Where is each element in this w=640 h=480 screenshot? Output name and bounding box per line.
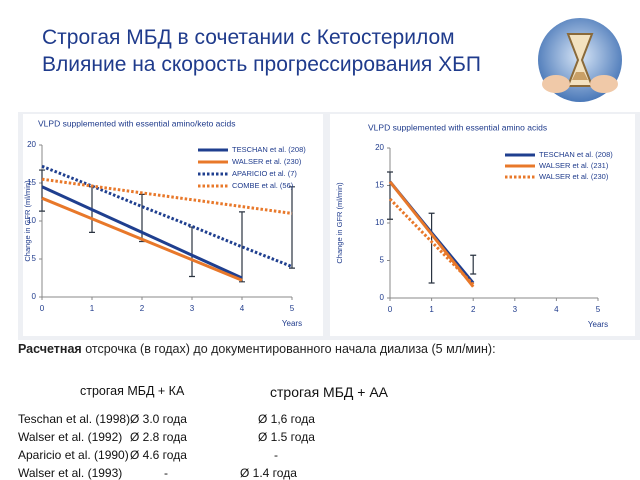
table-cell: Teschan et al. (1998) [18,412,131,426]
x-tick-label: 0 [40,304,45,313]
note-text: отсрочка (в годах) до документированного… [85,342,496,356]
table-cell: - [274,448,278,462]
chart-title: VLPD supplemented with essential amino a… [368,122,547,132]
table-cell: Ø 1.5 года [258,430,315,444]
error-bar [289,186,295,269]
x-tick-label: 3 [513,305,518,314]
table-cell: Ø 2.8 года [130,430,187,444]
series-line [41,177,293,215]
y-tick-label: 5 [380,256,385,265]
error-bar [39,169,45,212]
table-cell: Ø 1,6 года [258,412,315,426]
series-line [388,180,475,288]
error-bar [428,212,435,284]
legend-label: TESCHAN et al. (208) [232,145,306,154]
y-axis-label: Change in GFR (ml/min) [335,182,344,264]
title-line: Влияние на скорость прогрессирования ХБП [42,53,482,76]
x-tick-label: 2 [140,304,145,313]
note-bold: Расчетная [18,342,82,356]
x-tick-label: 3 [190,304,195,313]
y-tick-label: 20 [27,140,36,149]
table-cell: Aparicio et al. (1990) [18,448,129,462]
y-tick-label: 10 [27,216,36,225]
y-tick-label: 20 [375,143,384,152]
legend-label: WALSER et al. (231) [539,161,609,170]
y-tick-label: 15 [375,181,384,190]
x-tick-label: 4 [554,305,559,314]
slide-title: Строгая МБД в сочетании с Кетостерилом В… [42,24,481,78]
x-tick-label: 4 [240,304,245,313]
charts: VLPD supplemented with essential amino/k… [18,112,640,340]
col-header: строгая МБД + КА [80,384,185,398]
x-tick-label: 5 [290,304,295,313]
table-cell: - [164,466,168,480]
series-line [41,196,243,282]
series-line [388,197,475,286]
error-bar [387,171,393,220]
x-tick-label: 1 [429,305,434,314]
y-tick-label: 15 [27,178,36,187]
col-header: строгая МБД + АА [270,384,389,400]
legend-label: TESCHAN et al. (208) [539,150,613,159]
x-axis-label: Years [282,319,302,328]
table-cell: Walser et al. (1992) [18,430,123,444]
y-axis-label: Change in GFR (ml/min) [23,180,32,262]
table-cell: Ø 1.4 года [240,466,297,480]
y-tick-label: 5 [32,254,37,263]
x-tick-label: 0 [388,305,393,314]
table-cell: Ø 3.0 года [130,412,187,426]
error-bar [239,211,245,283]
error-bar [470,254,477,275]
x-tick-label: 2 [471,305,476,314]
series-line [41,185,243,280]
table-cell: Walser et al. (1993) [18,466,123,480]
legend-label: COMBE et al. (56) [232,181,294,190]
x-tick-label: 5 [596,305,601,314]
title-line: Строгая МБД в сочетании с Кетостерилом [42,26,455,49]
legend-label: WALSER et al. (230) [232,157,302,166]
hourglass-icon [538,18,622,102]
y-tick-label: 10 [375,218,384,227]
legend-label: WALSER et al. (230) [539,172,609,181]
note: Расчетная отсрочка (в годах) до документ… [18,340,498,358]
legend-label: APARICIO et al. (7) [232,169,297,178]
y-tick-label: 0 [380,293,385,302]
table-cell: Ø 4.6 года [130,448,187,462]
y-tick-label: 0 [32,292,37,301]
x-axis-label: Years [588,320,608,329]
chart-title: VLPD supplemented with essential amino/k… [38,118,236,128]
x-tick-label: 1 [90,304,95,313]
